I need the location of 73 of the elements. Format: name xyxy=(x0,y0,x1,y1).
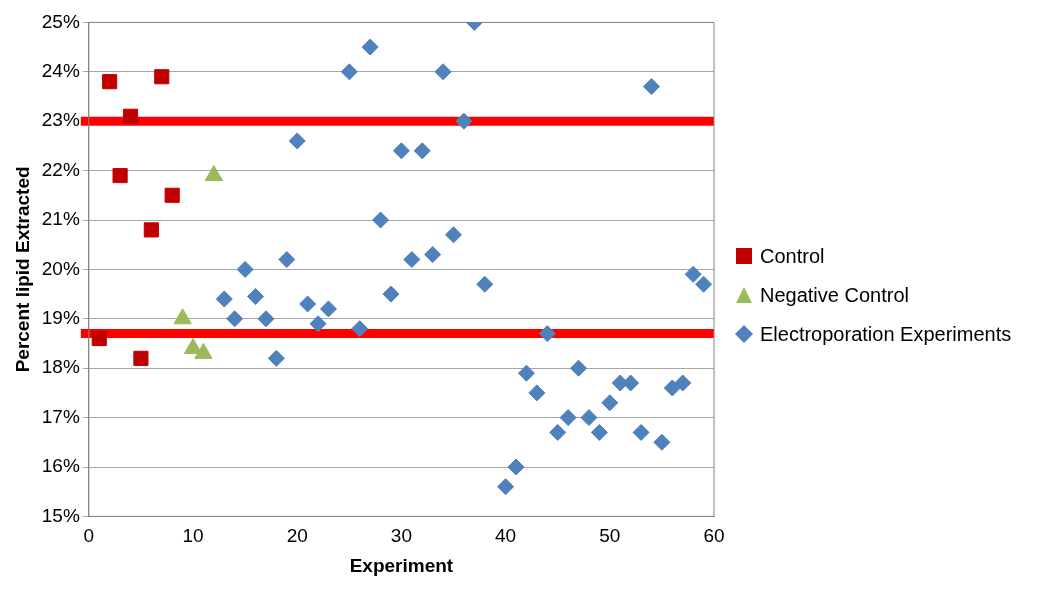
point xyxy=(653,433,671,451)
y-tick-label: 17% xyxy=(41,405,80,427)
point xyxy=(112,167,128,184)
point xyxy=(319,300,337,318)
x-tick-label: 0 xyxy=(83,525,95,547)
legend-label: Electroporation Experiments xyxy=(760,322,1012,346)
point xyxy=(102,74,118,90)
point xyxy=(559,409,577,427)
point xyxy=(133,350,149,366)
point xyxy=(122,108,139,124)
point xyxy=(570,359,588,377)
point xyxy=(403,251,421,269)
point xyxy=(143,222,159,238)
point xyxy=(445,226,463,244)
point xyxy=(372,211,390,229)
x-axis-title: Experiment xyxy=(349,554,454,576)
point xyxy=(549,423,567,441)
point xyxy=(590,423,608,441)
point xyxy=(267,349,285,367)
point xyxy=(154,69,170,85)
point xyxy=(580,409,598,427)
point xyxy=(351,320,369,338)
y-tick-label: 15% xyxy=(41,504,80,526)
point xyxy=(164,187,180,203)
y-tick-label: 21% xyxy=(41,208,80,230)
y-tick-label: 23% xyxy=(41,109,80,131)
x-tick-label: 20 xyxy=(286,525,308,547)
point xyxy=(299,295,317,313)
x-tick-label: 60 xyxy=(703,525,725,547)
legend-label: Negative Control xyxy=(760,283,909,307)
point xyxy=(392,142,410,160)
y-tick-label: 24% xyxy=(41,60,80,82)
point xyxy=(278,251,296,269)
point xyxy=(236,260,254,278)
point xyxy=(601,394,619,412)
y-tick-label: 19% xyxy=(41,307,80,329)
point xyxy=(215,290,233,308)
point xyxy=(663,379,681,397)
point xyxy=(382,285,400,303)
x-tick-label: 50 xyxy=(599,525,621,547)
point xyxy=(528,384,546,402)
x-tick-label: 30 xyxy=(390,525,412,547)
point xyxy=(309,315,327,333)
point xyxy=(361,38,379,56)
y-tick-label: 16% xyxy=(41,455,80,477)
point xyxy=(695,275,713,293)
point xyxy=(674,374,692,392)
point xyxy=(684,265,702,283)
y-tick-label: 18% xyxy=(41,356,80,378)
point xyxy=(424,246,442,264)
x-tick-label: 40 xyxy=(495,525,517,547)
x-tick-label: 10 xyxy=(182,525,204,547)
legend-label: Control xyxy=(760,244,825,268)
point xyxy=(340,63,358,81)
point xyxy=(91,330,107,347)
point xyxy=(642,78,660,96)
point xyxy=(632,423,650,441)
point xyxy=(517,364,535,382)
point xyxy=(257,310,275,328)
point xyxy=(476,275,494,293)
point xyxy=(455,112,473,130)
point xyxy=(538,325,556,343)
y-axis-title: Percent lipid Extracted xyxy=(11,166,33,373)
y-tick-label: 25% xyxy=(41,10,80,32)
point xyxy=(434,63,452,81)
point xyxy=(497,478,515,496)
point xyxy=(288,132,306,150)
point xyxy=(226,310,244,328)
y-tick-label: 22% xyxy=(41,158,80,180)
point xyxy=(247,288,265,306)
y-tick-label: 20% xyxy=(41,257,80,279)
point xyxy=(507,458,525,476)
point xyxy=(413,142,431,160)
